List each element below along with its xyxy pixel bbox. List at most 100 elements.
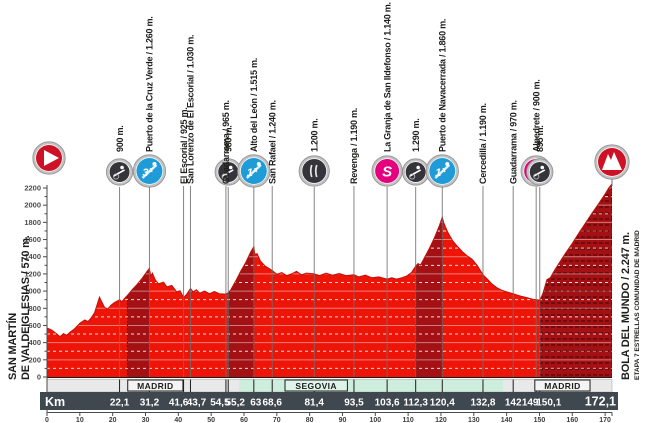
y-tick-label: 1000 xyxy=(24,287,41,296)
checkpoint-label: 1.290 m. xyxy=(411,118,421,152)
x-tick-label: 100 xyxy=(369,417,381,423)
x-tick-label: 0 xyxy=(45,417,49,423)
km-value: 112,3 xyxy=(403,398,428,409)
x-tick-label: 140 xyxy=(501,417,513,423)
y-tick-label: 1800 xyxy=(24,218,41,227)
alto-icon xyxy=(214,158,242,186)
x-tick-label: 70 xyxy=(273,417,281,423)
climb-segment xyxy=(127,268,150,377)
km-bar xyxy=(40,392,618,410)
alto-icon xyxy=(402,158,430,186)
region-label: MADRID xyxy=(137,381,173,391)
x-tick-label: 160 xyxy=(566,417,578,423)
km-value: 55,2 xyxy=(225,398,245,409)
region-label: MADRID xyxy=(544,381,580,391)
checkpoint-label: San Lorenzo de El Escorial / 1.030 m. xyxy=(186,35,196,184)
svg-text:1ª: 1ª xyxy=(435,167,446,179)
checkpoint-label: 1.200 m. xyxy=(309,118,319,152)
x-tick-label: 110 xyxy=(402,417,413,423)
finish-name: BOLA DEL MUNDO / 2.247 m. xyxy=(620,232,632,380)
start-name-line2: DE VALDEIGLESIAS / 570 m. xyxy=(20,235,32,380)
km-value: 81,4 xyxy=(304,398,324,409)
region-band-segovia xyxy=(239,379,504,392)
checkpoint-label: Guadarrama / 970 m. xyxy=(508,100,518,184)
km-value: 41,6 xyxy=(169,398,189,409)
x-tick-label: 150 xyxy=(534,417,546,423)
checkpoint-label: Alto del León / 1.515 m. xyxy=(249,58,259,152)
cat3-icon: 3ª xyxy=(132,154,167,188)
climb-hatch xyxy=(539,184,612,377)
checkpoint-label: 895 m. xyxy=(535,125,545,152)
km-value: 54,5 xyxy=(210,398,230,409)
tunnel-icon xyxy=(298,155,330,187)
checkpoint-label: Revenga / 1.190 m. xyxy=(349,108,359,184)
sprint-icon: S xyxy=(371,155,403,187)
region-label: SEGOVIA xyxy=(295,381,337,391)
km-value: 150,1 xyxy=(536,398,561,409)
x-tick-label: 90 xyxy=(339,417,347,423)
y-tick-label: 0 xyxy=(37,373,41,382)
km-value: 132,8 xyxy=(470,398,495,409)
checkpoint-label: 980 m. xyxy=(223,125,233,152)
y-tick-label: 2000 xyxy=(24,201,41,210)
region-label-box xyxy=(284,379,348,392)
km-value: 142 xyxy=(505,398,522,409)
region-label-box xyxy=(127,379,184,392)
x-tick-label: 130 xyxy=(468,417,480,423)
checkpoint-label: El Escorial / 925 m. xyxy=(179,107,189,184)
km-value: 120,4 xyxy=(430,398,455,409)
km-value: 103,6 xyxy=(375,398,400,409)
svg-text:3ª: 3ª xyxy=(142,167,153,179)
checkpoint-icons: 3ª1ªS1ªS xyxy=(32,141,630,188)
checkpoint-label: San Rafael / 1.240 m. xyxy=(267,100,277,184)
x-tick-label: 80 xyxy=(306,417,314,423)
y-tick-label: 200 xyxy=(28,355,41,364)
y-tick-label: 400 xyxy=(28,338,41,347)
x-tick-label: 20 xyxy=(109,417,117,423)
start-icon xyxy=(32,141,66,175)
svg-text:S: S xyxy=(382,164,392,181)
x-tick-label: 30 xyxy=(142,417,150,423)
checkpoint-label: Alpedrete / 900 m. xyxy=(531,79,541,152)
region-label-box xyxy=(534,379,591,392)
km-value: 149 xyxy=(522,398,539,409)
checkpoint-label: Cercedilla / 1.190 m. xyxy=(478,103,488,184)
y-tick-label: 1200 xyxy=(24,269,41,278)
alto-icon xyxy=(526,158,554,186)
cat1-icon: 1ª xyxy=(237,154,271,188)
climb-segment xyxy=(415,217,443,377)
y-tick-label: 800 xyxy=(28,304,41,313)
y-tick-label: 600 xyxy=(28,321,41,330)
x-tick-label: 120 xyxy=(435,417,447,423)
finish-subtitle: ETAPA 7 ESTRELLAS COMUNIDAD DE MADRID xyxy=(634,230,641,380)
finish-icon xyxy=(594,144,630,186)
km-value: 68,6 xyxy=(262,398,282,409)
km-value: 63 xyxy=(250,398,262,409)
checkpoint-label: Puerto de la Cruz Verde / 1.260 m. xyxy=(145,16,155,152)
km-unit-label: Km xyxy=(45,395,65,409)
climb-segment xyxy=(228,246,254,377)
profile-outline xyxy=(46,183,613,338)
cat1-icon: 1ª xyxy=(425,154,459,188)
elevation-area xyxy=(47,184,612,377)
x-tick-label: 10 xyxy=(76,417,84,423)
checkpoint-label: 900 m. xyxy=(115,125,125,152)
y-tick-label: 2200 xyxy=(24,184,41,193)
svg-text:1ª: 1ª xyxy=(247,167,258,179)
km-value: 22,1 xyxy=(110,398,130,409)
checkpoint-label: Puerto de Navacerrada / 1.860 m. xyxy=(438,19,448,152)
y-tick-label: 1400 xyxy=(24,252,41,261)
x-tick-label: 60 xyxy=(240,417,248,423)
start-name-line1: SAN MARTÍN xyxy=(6,313,19,380)
checkpoint-label: Guadarrama / 965 m. xyxy=(221,100,231,184)
x-tick-label: 50 xyxy=(207,417,215,423)
alto-icon xyxy=(105,158,134,186)
km-value: 172,1 xyxy=(585,395,616,409)
km-value: 31,2 xyxy=(140,398,160,409)
x-tick-label: 170 xyxy=(599,417,611,423)
km-value: 43,7 xyxy=(187,398,207,409)
x-tick-label: 40 xyxy=(174,417,182,423)
